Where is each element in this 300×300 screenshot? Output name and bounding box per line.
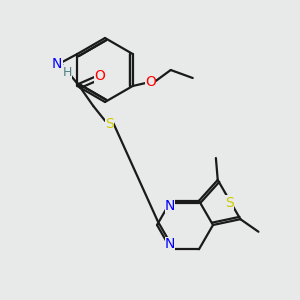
Text: H: H [63, 65, 72, 79]
Text: O: O [94, 69, 105, 83]
Text: N: N [52, 57, 62, 71]
Text: S: S [225, 196, 233, 210]
Text: N: N [165, 199, 175, 213]
Text: N: N [165, 237, 175, 251]
Text: O: O [145, 75, 156, 89]
Text: S: S [105, 117, 114, 131]
